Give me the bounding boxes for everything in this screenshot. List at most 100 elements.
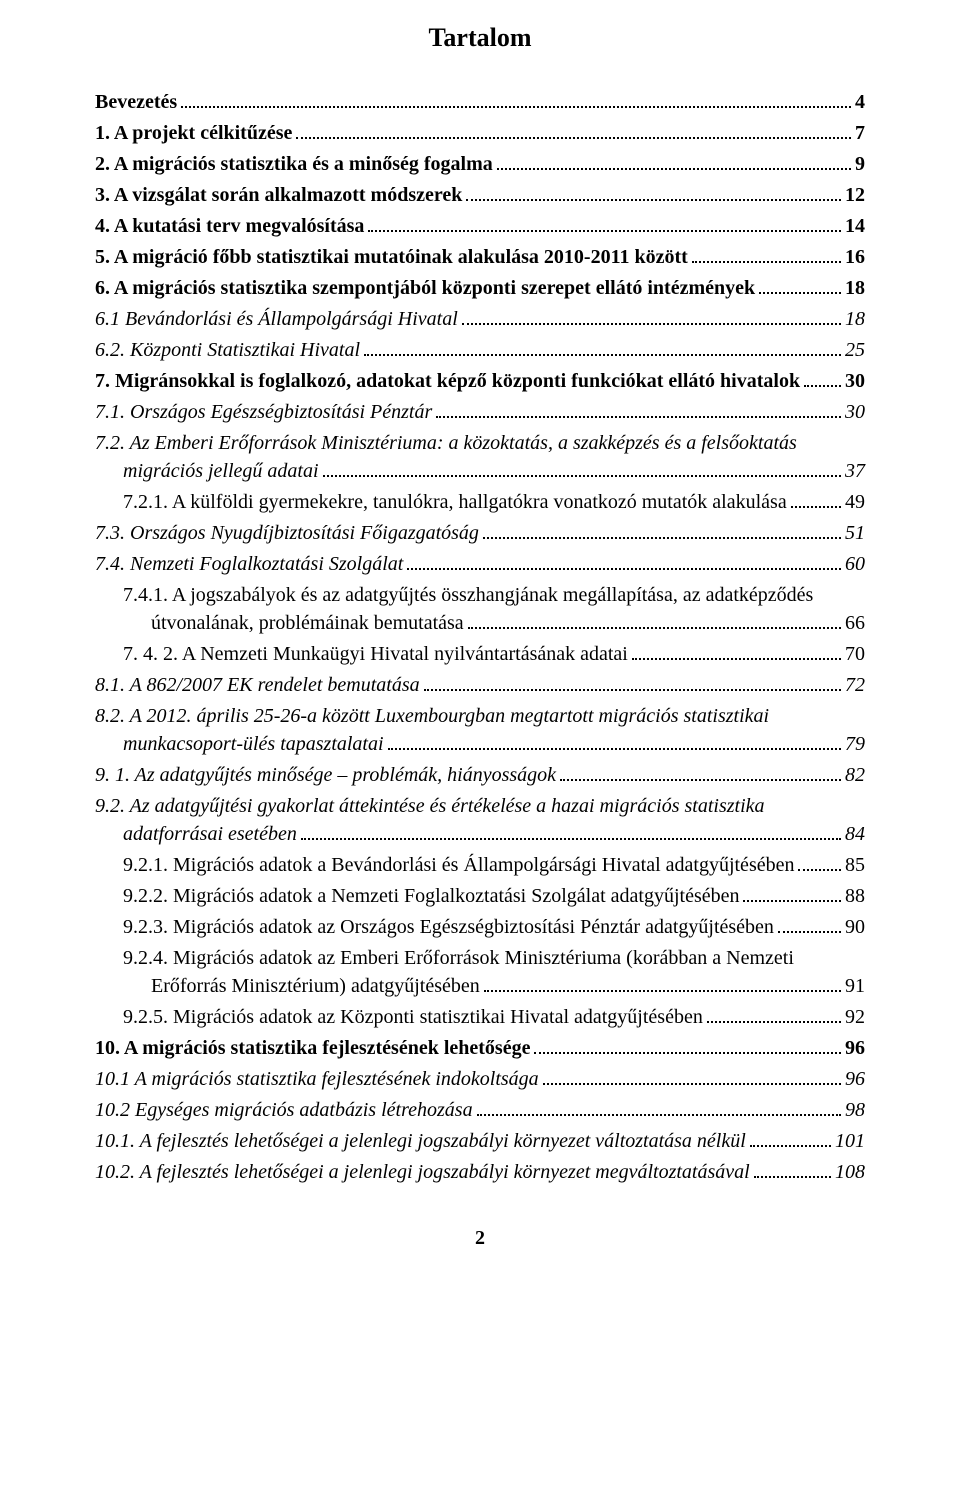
toc-entry-page: 9 [855, 150, 865, 178]
toc-entry-page: 25 [845, 336, 865, 364]
toc-entry: 9.2.1. Migrációs adatok a Bevándorlási é… [95, 851, 865, 879]
toc-entry-text: 9.2. Az adatgyűjtési gyakorlat áttekinté… [95, 795, 765, 817]
toc-entry-text: 7.2.1. A külföldi gyermekekre, tanulókra… [123, 488, 787, 516]
toc-entry-page: 14 [845, 212, 865, 240]
toc-entry: 7.2. Az Emberi Erőforrások Minisztériuma… [95, 429, 865, 485]
page-number: 2 [95, 1224, 865, 1252]
toc-leader [497, 152, 851, 170]
toc-leader [296, 121, 851, 139]
toc-entry-text: 6.1 Bevándorlási és Állampolgársági Hiva… [95, 305, 458, 333]
toc-leader [750, 1129, 831, 1147]
toc-entry: 9.2. Az adatgyűjtési gyakorlat áttekinté… [95, 792, 865, 848]
toc-entry-page: 37 [845, 457, 865, 485]
toc-leader [477, 1098, 841, 1116]
toc-entry: 3. A vizsgálat során alkalmazott módszer… [95, 181, 865, 209]
toc-entry: 7.2.1. A külföldi gyermekekre, tanulókra… [95, 488, 865, 516]
toc-entry-text: 10.2 Egységes migrációs adatbázis létreh… [95, 1096, 473, 1124]
toc-entry-page: 84 [845, 820, 865, 848]
toc-entry-text: 1. A projekt célkitűzése [95, 119, 292, 147]
toc-entry-page: 7 [855, 119, 865, 147]
toc-entry: 9.2.2. Migrációs adatok a Nemzeti Foglal… [95, 882, 865, 910]
toc-entry: 6. A migrációs statisztika szempontjából… [95, 274, 865, 302]
toc-entry: 9. 1. Az adatgyűjtés minősége – problémá… [95, 761, 865, 789]
toc-leader [424, 673, 841, 691]
toc-entry: 9.2.4. Migrációs adatok az Emberi Erőfor… [95, 944, 865, 1000]
toc-list: Bevezetés 4 1. A projekt célkitűzése 7 2. … [95, 88, 865, 1186]
toc-leader [632, 642, 841, 660]
toc-entry-text: Bevezetés [95, 88, 177, 116]
toc-entry-text: 3. A vizsgálat során alkalmazott módszer… [95, 181, 462, 209]
toc-entry-text: 9.2.1. Migrációs adatok a Bevándorlási é… [123, 851, 794, 879]
toc-leader [804, 369, 841, 387]
toc-entry-text: 6. A migrációs statisztika szempontjából… [95, 274, 755, 302]
toc-leader [543, 1067, 841, 1085]
toc-leader [483, 521, 841, 539]
toc-leader [534, 1036, 841, 1054]
toc-entry-page: 79 [845, 730, 865, 758]
toc-leader [368, 214, 841, 232]
toc-entry: Bevezetés 4 [95, 88, 865, 116]
toc-leader [462, 307, 841, 325]
toc-entry: 7.1. Országos Egészségbiztosítási Pénztá… [95, 398, 865, 426]
toc-leader [364, 338, 841, 356]
toc-entry: 7.4. Nemzeti Foglalkoztatási Szolgálat 6… [95, 550, 865, 578]
toc-entry-page: 30 [845, 367, 865, 395]
toc-entry-text: 10.1. A fejlesztés lehetőségei a jelenle… [95, 1127, 746, 1155]
toc-entry: 6.2. Központi Statisztikai Hivatal 25 [95, 336, 865, 364]
toc-leader [466, 183, 841, 201]
toc-entry-page: 51 [845, 519, 865, 547]
toc-entry-text: 8.1. A 862/2007 EK rendelet bemutatása [95, 671, 420, 699]
toc-entry-text: 9.2.5. Migrációs adatok az Központi stat… [123, 1003, 703, 1031]
toc-leader [181, 90, 851, 108]
toc-leader [754, 1160, 831, 1178]
toc-entry-page: 85 [845, 851, 865, 879]
toc-entry: 10.1 A migrációs statisztika fejlesztésé… [95, 1065, 865, 1093]
toc-entry-page: 82 [845, 761, 865, 789]
toc-entry-text: 7. Migránsokkal is foglalkozó, adatokat … [95, 367, 800, 395]
toc-entry-page: 92 [845, 1003, 865, 1031]
toc-entry: 7.3. Országos Nyugdíjbiztosítási Főigazg… [95, 519, 865, 547]
toc-entry-text: 10.1 A migrációs statisztika fejlesztésé… [95, 1065, 539, 1093]
toc-entry-text: 7.4. Nemzeti Foglalkoztatási Szolgálat [95, 550, 403, 578]
toc-entry: 7. 4. 2. A Nemzeti Munkaügyi Hivatal nyi… [95, 640, 865, 668]
toc-entry-page: 90 [845, 913, 865, 941]
toc-leader [778, 915, 841, 933]
toc-entry-text: Erőforrás Minisztérium) adatgyűjtésében [151, 972, 480, 1000]
toc-entry-page: 30 [845, 398, 865, 426]
toc-entry-text: 7.4.1. A jogszabályok és az adatgyűjtés … [123, 584, 813, 606]
toc-entry-page: 98 [845, 1096, 865, 1124]
toc-entry-text: 2. A migrációs statisztika és a minőség … [95, 150, 493, 178]
toc-leader [798, 853, 841, 871]
toc-entry-text: 4. A kutatási terv megvalósítása [95, 212, 364, 240]
toc-entry-text: útvonalának, problémáinak bemutatása [151, 609, 464, 637]
toc-entry: 7.4.1. A jogszabályok és az adatgyűjtés … [95, 581, 865, 637]
toc-leader [468, 611, 841, 629]
toc-entry-page: 72 [845, 671, 865, 699]
toc-entry-page: 88 [845, 882, 865, 910]
toc-entry-page: 60 [845, 550, 865, 578]
toc-entry-page: 12 [845, 181, 865, 209]
toc-entry-page: 18 [845, 305, 865, 333]
toc-entry: 6.1 Bevándorlási és Állampolgársági Hiva… [95, 305, 865, 333]
toc-leader [436, 400, 841, 418]
toc-leader [692, 245, 841, 263]
toc-entry: 10.2. A fejlesztés lehetőségei a jelenle… [95, 1158, 865, 1186]
toc-entry: 10. A migrációs statisztika fejlesztésén… [95, 1034, 865, 1062]
toc-entry-page: 4 [855, 88, 865, 116]
toc-entry-text: 8.2. A 2012. április 25-26-a között Luxe… [95, 705, 769, 727]
toc-entry-page: 96 [845, 1065, 865, 1093]
toc-leader [707, 1005, 841, 1023]
toc-entry-text: 9.2.4. Migrációs adatok az Emberi Erőfor… [123, 947, 794, 969]
toc-entry-page: 91 [845, 972, 865, 1000]
toc-entry: 2. A migrációs statisztika és a minőség … [95, 150, 865, 178]
toc-entry-page: 70 [845, 640, 865, 668]
toc-entry: 5. A migráció főbb statisztikai mutatóin… [95, 243, 865, 271]
toc-entry-text: 9.2.3. Migrációs adatok az Országos Egés… [123, 913, 774, 941]
toc-entry-page: 18 [845, 274, 865, 302]
toc-entry-text: 5. A migráció főbb statisztikai mutatóin… [95, 243, 688, 271]
toc-leader [388, 732, 841, 750]
toc-entry-page: 101 [835, 1127, 865, 1155]
toc-entry-text: migrációs jellegű adatai [123, 457, 319, 485]
toc-leader [759, 276, 841, 294]
toc-entry: 10.2 Egységes migrációs adatbázis létreh… [95, 1096, 865, 1124]
